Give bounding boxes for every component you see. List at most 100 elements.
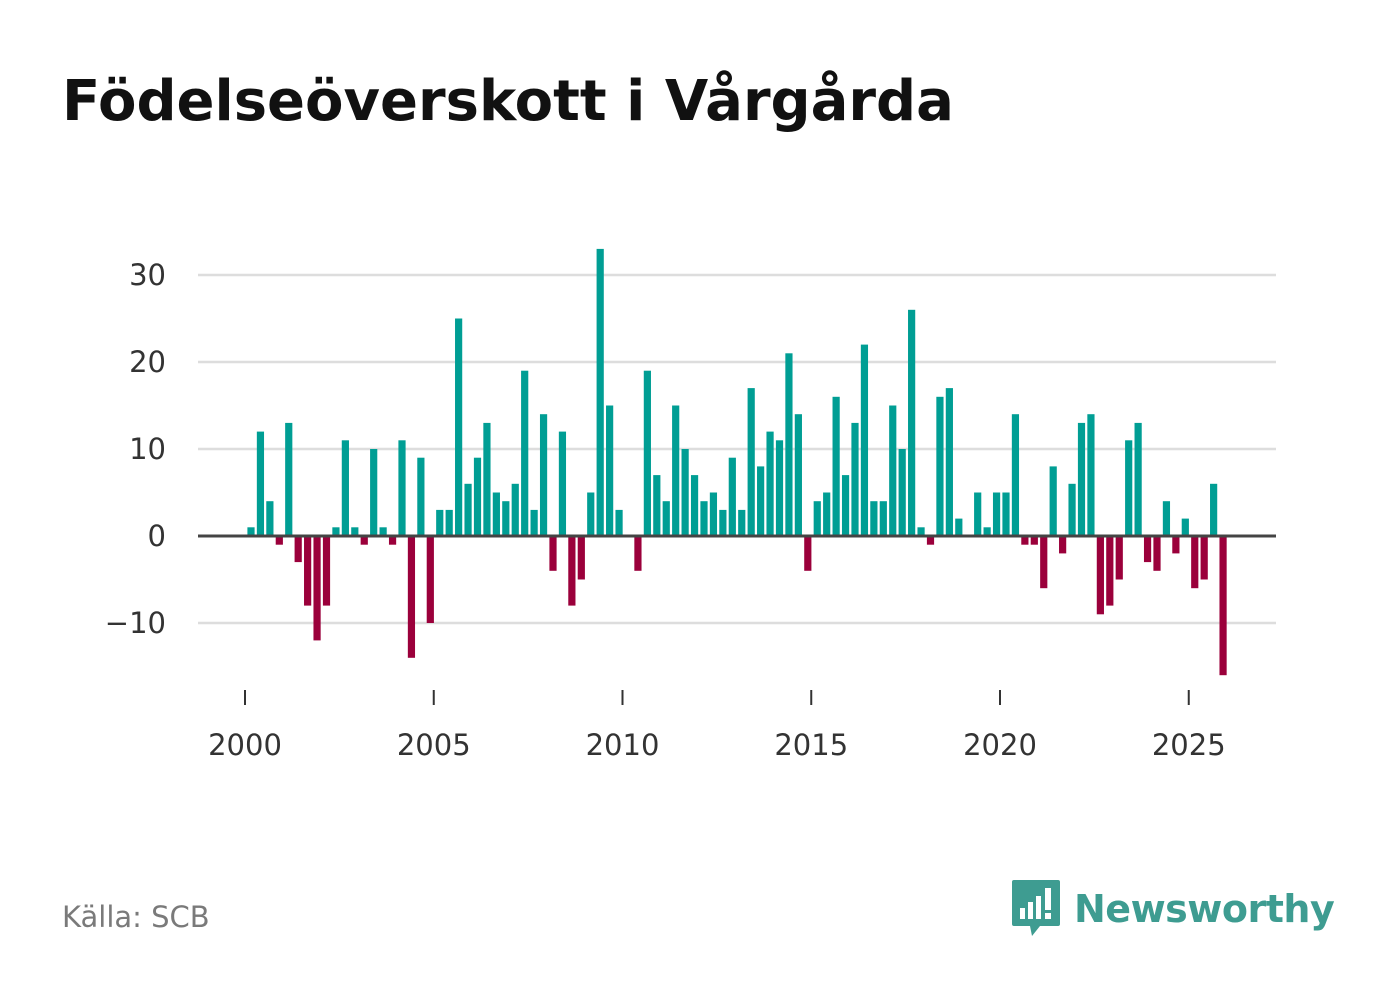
- bar: [662, 501, 670, 536]
- bar: [1162, 501, 1171, 536]
- bar: [813, 501, 821, 536]
- bar: [1030, 536, 1038, 545]
- bar: [511, 483, 519, 536]
- bar: [445, 509, 453, 536]
- bar: [955, 518, 963, 536]
- bar: [407, 536, 416, 658]
- x-tick-label: 2010: [586, 728, 660, 762]
- bar: [615, 509, 623, 536]
- bar: [247, 527, 255, 536]
- bar: [1172, 536, 1180, 554]
- bar: [804, 536, 812, 571]
- bar: [898, 449, 906, 536]
- bar: [294, 536, 302, 563]
- bar: [285, 422, 293, 536]
- bar: [879, 501, 887, 536]
- bar: [1134, 422, 1142, 536]
- bar: [483, 422, 491, 536]
- bar: [558, 431, 567, 536]
- bar: [341, 440, 349, 536]
- bar: [360, 536, 368, 545]
- bar: [549, 536, 557, 571]
- bar: [841, 475, 850, 536]
- bar: [426, 536, 434, 623]
- bar: [587, 492, 595, 536]
- bar: [398, 440, 406, 536]
- bar: [1210, 483, 1218, 536]
- bar: [1181, 518, 1189, 536]
- bar: [275, 536, 283, 545]
- brand-name: Newsworthy: [1074, 887, 1335, 931]
- bar: [690, 475, 699, 536]
- y-tick-label: −10: [105, 606, 166, 640]
- bar: [332, 527, 340, 536]
- bar: [992, 492, 1001, 536]
- bar: [596, 248, 604, 536]
- y-tick-label: 0: [148, 519, 166, 553]
- y-tick-label: 20: [129, 345, 166, 379]
- bar: [860, 344, 869, 536]
- bar: [304, 536, 312, 606]
- bar: [370, 449, 378, 536]
- bar: [379, 527, 387, 536]
- newsworthy-logo: Newsworthy: [1010, 878, 1335, 940]
- bar: [313, 536, 321, 641]
- bar: [700, 501, 708, 536]
- bar: [455, 318, 463, 536]
- bar: [351, 527, 359, 536]
- bar: [322, 536, 331, 606]
- bar: [917, 527, 925, 536]
- bar: [757, 466, 765, 536]
- bar: [464, 483, 472, 536]
- bar: [936, 396, 944, 536]
- bar: [1059, 536, 1067, 554]
- bar: [256, 431, 265, 536]
- bar: [530, 509, 538, 536]
- x-tick-label: 2020: [963, 728, 1037, 762]
- bar: [738, 509, 746, 536]
- bar: [577, 536, 585, 580]
- bar: [606, 405, 614, 536]
- bar: [1115, 536, 1123, 580]
- bar: [719, 509, 727, 536]
- bar: [766, 431, 774, 536]
- bar: [709, 492, 718, 536]
- bar: [417, 457, 425, 536]
- bar: [388, 536, 397, 545]
- bar: [1021, 536, 1029, 545]
- bar: [539, 414, 548, 536]
- bar: [889, 405, 897, 536]
- bar: [832, 396, 840, 536]
- bar: [653, 475, 661, 536]
- bar: [974, 492, 982, 536]
- bar: [1087, 414, 1095, 536]
- bar: [643, 370, 651, 536]
- bar: [747, 388, 755, 536]
- bar: [681, 449, 689, 536]
- bar: [785, 353, 793, 536]
- x-tick-label: 2005: [397, 728, 471, 762]
- x-axis: 2000 2005 2010 2015 2020 2025: [208, 690, 1226, 762]
- bar: [634, 536, 642, 571]
- bar: [870, 501, 878, 536]
- bar: [1068, 483, 1076, 536]
- bar: [1040, 536, 1048, 589]
- y-tick-label: 30: [129, 258, 166, 292]
- y-axis-labels: 30 20 10 0 −10: [105, 258, 166, 640]
- x-tick-label: 2015: [774, 728, 848, 762]
- bar: [1096, 536, 1104, 615]
- bar: [794, 414, 802, 536]
- bar: [1200, 536, 1208, 580]
- chart-title: Födelseöverskott i Vårgårda: [62, 69, 954, 134]
- bar: [851, 422, 859, 536]
- x-tick-label: 2025: [1152, 728, 1226, 762]
- bar: [473, 457, 482, 536]
- source-note: Källa: SCB: [62, 900, 210, 934]
- bar: [1106, 536, 1114, 606]
- x-tick-label: 2000: [208, 728, 282, 762]
- bars: [247, 248, 1227, 676]
- bar: [1153, 536, 1161, 571]
- gridlines: [198, 273, 1276, 625]
- bar: [908, 309, 916, 536]
